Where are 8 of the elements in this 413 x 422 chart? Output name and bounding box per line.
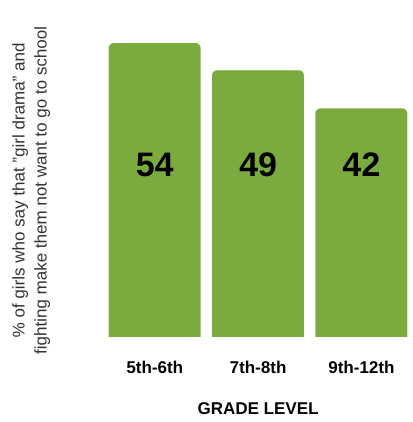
data-label: 49 xyxy=(239,146,277,184)
x-tick-label: 7th-8th xyxy=(230,358,286,377)
x-axis-title: GRADE LEVEL xyxy=(198,399,318,418)
data-label: 54 xyxy=(136,146,174,184)
y-axis-title: % of girls who say that ”girl drama” and fighting make them not want to go to school xyxy=(10,26,50,354)
x-tick-label: 5th-6th xyxy=(126,358,184,377)
x-tick-label: 9th-12th xyxy=(328,358,394,377)
data-label: 42 xyxy=(342,146,380,184)
